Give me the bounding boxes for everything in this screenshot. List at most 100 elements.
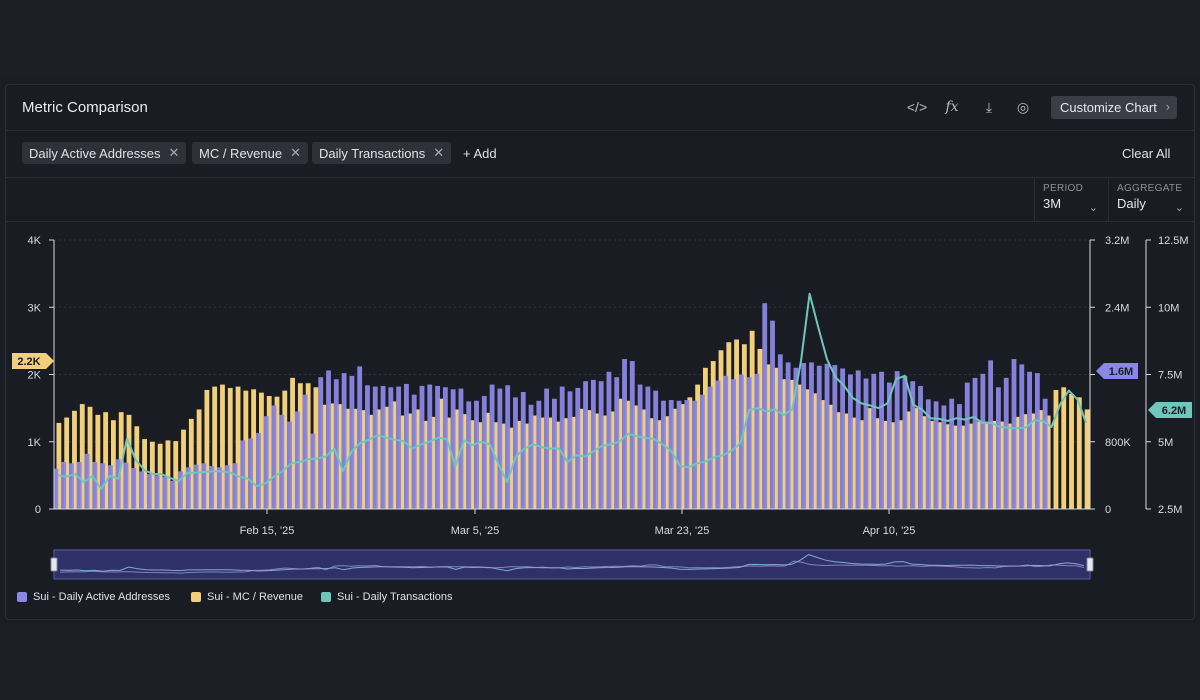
camera-icon[interactable]: ◎ [1016,98,1030,115]
active-addresses-bar [224,465,230,509]
mc-revenue-bar [149,441,155,509]
page-title: Metric Comparison [22,99,148,116]
active-addresses-bar [918,385,923,509]
active-addresses-bar [404,383,409,509]
mc-revenue-bar [1014,416,1020,509]
mc-revenue-bar [851,417,856,509]
active-addresses-bar [770,320,775,509]
code-icon[interactable]: </> [906,99,928,115]
formula-icon[interactable]: fx [945,99,959,115]
period-value: 3M [1043,196,1062,211]
mc-revenue-bar [749,330,755,509]
close-icon[interactable]: ✕ [433,145,445,160]
mc-revenue-bar [290,377,295,509]
mc-revenue-bar [484,412,490,509]
mc-revenue-bar [1076,397,1082,509]
mc-revenue-bar [103,412,109,509]
mc-revenue-bar [539,417,545,509]
active-addresses-bar [879,371,884,509]
chart-panel: Metric Comparison </> fx ⤓ ◎ Customize C… [5,84,1195,620]
mc-revenue-bar [773,367,778,509]
mc-revenue-bar [407,413,412,509]
active-addresses-bar [201,463,207,509]
clear-all-button[interactable]: Clear All [1122,146,1171,161]
close-icon[interactable]: ✕ [168,145,180,160]
active-addresses-bar [559,386,565,509]
active-addresses-bar [567,391,573,509]
mc-revenue-bar [1053,389,1059,509]
right1-value-badge-shape [1096,363,1138,379]
mc-revenue-bar [477,422,482,509]
chart-controls-row: PERIOD 3M ⌄ AGGREGATE Daily ⌄ [6,177,1194,222]
mc-revenue-bar [757,348,763,509]
mc-revenue-bar [134,426,140,509]
metric-chip-active-addresses[interactable]: Daily Active Addresses ✕ [22,142,187,164]
mc-revenue-bar [87,406,93,509]
mc-revenue-bar [1061,387,1067,509]
mc-revenue-bar [819,400,825,509]
active-addresses-bar [154,475,160,509]
mc-revenue-bar [461,414,467,509]
navigator-handle-right [1086,557,1094,572]
mc-revenue-bar [889,422,895,509]
x-tick-label: Mar 23, '25 [655,525,710,537]
right2-value-badge: 6.2M [1148,402,1192,418]
mc-revenue-bar [718,350,724,509]
period-select[interactable]: PERIOD 3M ⌄ [1034,177,1108,221]
active-addresses-bar [427,384,433,509]
active-addresses-bar [489,384,495,509]
active-addresses-bar [949,398,955,509]
mc-revenue-bar [523,423,529,509]
active-addresses-bar [715,380,721,509]
metric-chip-daily-transactions[interactable]: Daily Transactions ✕ [312,142,452,164]
active-addresses-bar [108,465,113,509]
legend-item-active-addresses[interactable]: Sui - Daily Active Addresses [17,591,170,603]
active-addresses-bar [661,400,666,509]
mc-revenue-bar [336,404,342,509]
active-addresses-bar [146,474,152,509]
mc-revenue-bar [827,404,833,509]
aggregate-select[interactable]: AGGREGATE Daily ⌄ [1108,177,1194,221]
active-addresses-bar [84,453,90,509]
legend-item-daily-transactions[interactable]: Sui - Daily Transactions [321,591,453,603]
legend-item-mc-revenue[interactable]: Sui - MC / Revenue [191,591,303,603]
mc-revenue-bar [126,414,132,509]
mc-revenue-bar [368,414,373,509]
download-icon[interactable]: ⤓ [985,98,993,115]
active-addresses-bar [848,374,853,509]
active-addresses-bar [692,400,698,509]
right2-tick-label: 7.5M [1158,370,1182,382]
legend-label: Sui - Daily Transactions [337,591,453,603]
active-addresses-bar [777,354,783,509]
mc-revenue-bar [734,339,739,509]
active-addresses-bar [684,400,690,509]
active-addresses-bar [505,385,511,509]
mc-revenue-bar [570,416,576,509]
active-addresses-bar [552,398,557,509]
left-tick-label: 2K [28,370,42,382]
add-metric-button[interactable]: + Add [463,146,497,161]
active-addresses-bar [240,440,246,509]
mc-revenue-bar [858,420,864,509]
mc-revenue-bar [593,413,599,509]
top-band [0,0,1200,78]
active-addresses-bar [497,388,503,509]
range-navigator[interactable] [50,549,1094,580]
active-addresses-bar [1003,377,1009,509]
mc-revenue-bar [297,383,303,509]
active-addresses-bar [785,362,791,509]
mc-revenue-bar [601,415,607,509]
active-addresses-bar [372,386,378,509]
mc-revenue-bar [967,423,973,509]
metric-chip-mc-revenue[interactable]: MC / Revenue ✕ [192,142,308,164]
mc-revenue-bar [796,384,802,509]
active-addresses-bar [333,379,339,509]
mc-revenue-bar [609,411,615,509]
mc-revenue-bar [656,420,662,509]
close-icon[interactable]: ✕ [290,145,301,160]
active-addresses-bar [61,461,67,509]
x-tick-label: Feb 15, '25 [240,525,295,537]
active-addresses-bar [294,411,300,509]
customize-chart-button[interactable]: Customize Chart › [1051,96,1177,119]
